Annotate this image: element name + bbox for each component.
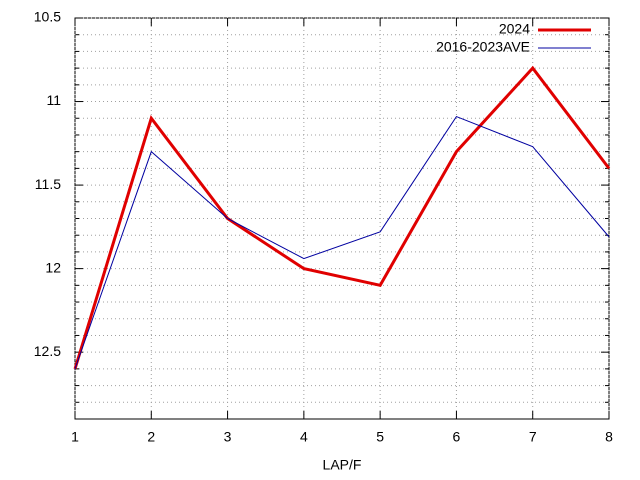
series-line: [74, 115, 610, 370]
legend-label: 2024: [499, 21, 530, 37]
legend-label: 2016-2023AVE: [436, 39, 530, 55]
x-tick-label: 6: [453, 429, 461, 445]
series-line: [73, 65, 611, 370]
y-tick-label: 12: [45, 259, 61, 275]
y-tick-label: 11: [46, 92, 61, 108]
x-tick-label: 1: [71, 429, 79, 445]
x-tick-label: 8: [605, 429, 613, 445]
x-tick-label: 3: [224, 429, 232, 445]
x-tick-label: 4: [300, 429, 308, 445]
y-tick-label: 11.5: [35, 176, 61, 192]
x-axis-label: LAP/F: [323, 457, 362, 473]
y-tick-label: 10.5: [34, 9, 61, 25]
x-tick-label: 2: [147, 429, 155, 445]
y-tick-label: 12.5: [34, 343, 61, 359]
x-tick-label: 7: [529, 429, 537, 445]
x-tick-label: 5: [376, 429, 384, 445]
